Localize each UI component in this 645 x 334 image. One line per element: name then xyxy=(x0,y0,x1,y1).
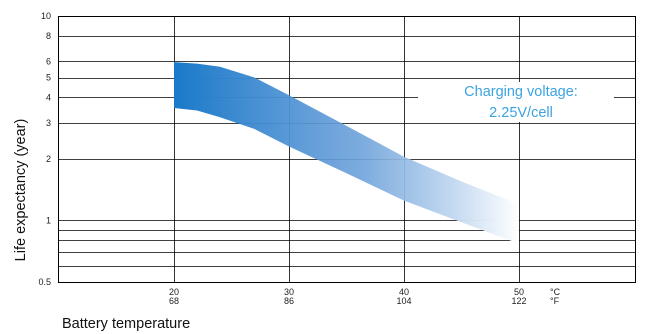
y-tick-label: 0.5 xyxy=(38,277,51,287)
y-tick-label: 4 xyxy=(46,92,51,102)
life-expectancy-band xyxy=(174,62,519,244)
x-tick-label-fahrenheit: 68 xyxy=(169,296,179,306)
y-tick-label: 8 xyxy=(46,31,51,41)
y-tick-label: 3 xyxy=(46,118,51,128)
x-axis-title: Battery temperature xyxy=(62,316,190,332)
x-tick-label-celsius: 20 xyxy=(169,287,179,297)
x-tick-label-fahrenheit: 86 xyxy=(284,296,294,306)
x-tick-label-fahrenheit: 122 xyxy=(511,296,526,306)
annotation-line-1: Charging voltage: xyxy=(464,84,578,100)
y-tick-label: 6 xyxy=(46,56,51,66)
y-tick-label: 10 xyxy=(41,11,51,21)
y-tick-label: 5 xyxy=(46,73,51,83)
x-tick-label-celsius: 40 xyxy=(399,287,409,297)
x-unit-celsius: °C xyxy=(550,287,561,297)
y-axis-title: Life expectancy (year) xyxy=(13,119,29,262)
x-tick-label-fahrenheit: 104 xyxy=(396,296,411,306)
x-tick-label-celsius: 50 xyxy=(514,287,524,297)
annotation-line-2: 2.25V/cell xyxy=(489,105,553,121)
y-tick-label: 1 xyxy=(46,216,51,226)
x-unit-fahrenheit: °F xyxy=(550,296,560,306)
annotation-background xyxy=(418,82,614,122)
x-tick-label-celsius: 30 xyxy=(284,287,294,297)
y-tick-label: 2 xyxy=(46,154,51,164)
plot-frame xyxy=(58,16,636,283)
